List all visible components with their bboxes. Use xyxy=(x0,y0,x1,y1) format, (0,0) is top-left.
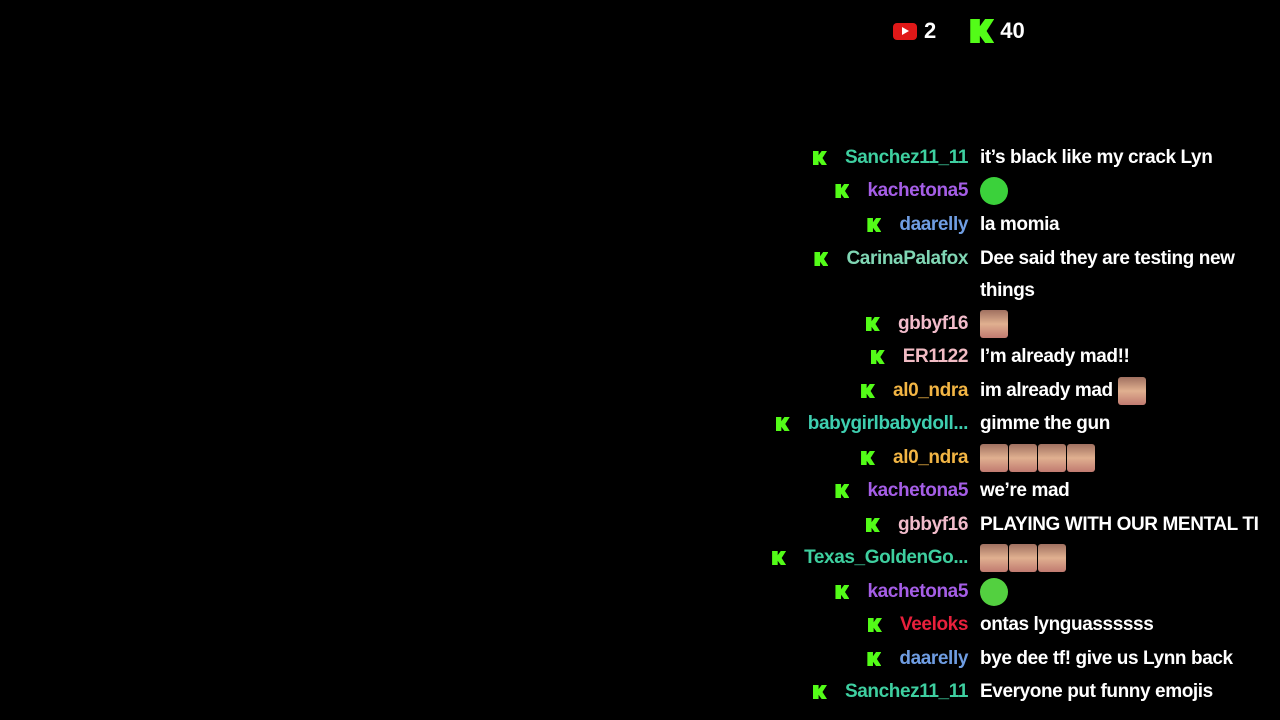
chat-text xyxy=(980,308,1270,340)
chat-text: it’s black like my crack Lyn xyxy=(980,142,1270,174)
message-text: we’re mad xyxy=(980,480,1070,501)
chat-message: gbbyf16 xyxy=(0,308,1280,340)
chat-text: ontas lynguassssss xyxy=(980,609,1270,641)
message-text: gimme the gun xyxy=(980,413,1110,434)
youtube-count: 2 xyxy=(924,18,937,43)
kick-badge-icon xyxy=(865,317,880,331)
chat-message: ER1122 I’m already mad!! xyxy=(0,341,1280,373)
chat-text: Everyone put funny emojis xyxy=(980,676,1270,708)
chat-username[interactable]: CarinaPalafox xyxy=(846,248,968,269)
chat-username[interactable]: kachetona5 xyxy=(867,581,968,602)
chat-username[interactable]: kachetona5 xyxy=(867,180,968,201)
chat-text: la momia xyxy=(980,209,1270,241)
viewer-counters: 2 40 xyxy=(893,18,1025,44)
kick-badge-icon xyxy=(870,350,885,364)
chat-text xyxy=(980,442,1270,474)
kick-icon xyxy=(970,19,995,43)
face-emote-icon xyxy=(1009,443,1037,472)
chat-message: kachetona5 xyxy=(0,175,1280,207)
kick-badge-icon xyxy=(861,384,876,398)
message-text: Everyone put funny emojis xyxy=(980,681,1213,702)
chat-username[interactable]: gbbyf16 xyxy=(897,514,968,535)
message-text: ontas lynguassssss xyxy=(980,614,1154,635)
kick-badge-icon xyxy=(814,252,829,266)
chat-text: im already mad xyxy=(980,375,1270,407)
chat-message: gbbyf16 PLAYING WITH OUR MENTAL TI xyxy=(0,509,1280,541)
kick-badge-icon xyxy=(812,151,827,165)
chat-message: kachetona5 we’re mad xyxy=(0,475,1280,507)
kick-badge-icon xyxy=(835,484,850,498)
face-emote-icon xyxy=(980,443,1008,472)
face-emote-icon xyxy=(1038,543,1066,572)
chat-message: babygirlbabydoll... gimme the gun xyxy=(0,408,1280,440)
chat-text: we’re mad xyxy=(980,475,1270,507)
chat-message: Sanchez11_11 Everyone put funny emojis xyxy=(0,676,1280,708)
message-text: la momia xyxy=(980,214,1060,235)
chat-message: CarinaPalafox Dee said they are testing n… xyxy=(0,243,1280,307)
message-text: im already mad xyxy=(980,380,1113,401)
crying-emote-icon xyxy=(980,176,1008,205)
kick-badge-icon xyxy=(775,417,790,431)
chat-text xyxy=(980,175,1270,207)
kick-badge-icon xyxy=(835,184,850,198)
face-emote-icon xyxy=(1038,443,1066,472)
kick-count: 40 xyxy=(1000,18,1025,43)
chat-username[interactable]: babygirlbabydoll... xyxy=(807,413,969,434)
chat-username[interactable]: Sanchez11_11 xyxy=(844,147,968,168)
youtube-icon xyxy=(893,22,917,40)
chat-username[interactable]: al0_ndra xyxy=(893,380,968,401)
face-emote-icon xyxy=(1117,376,1146,405)
chat-username[interactable]: gbbyf16 xyxy=(897,313,968,334)
chat-text: Dee said they are testing new things xyxy=(980,243,1270,307)
face-emote-icon xyxy=(1009,543,1037,572)
chat-text: PLAYING WITH OUR MENTAL TI xyxy=(980,509,1259,541)
kick-badge-icon xyxy=(867,218,882,232)
green-emote-icon xyxy=(980,577,1008,606)
chat-text xyxy=(980,542,1270,574)
chat-text: gimme the gun xyxy=(980,408,1270,440)
chat-text xyxy=(980,576,1270,608)
face-emote-icon xyxy=(980,543,1008,572)
chat-username[interactable]: al0_ndra xyxy=(893,447,968,468)
kick-badge-icon xyxy=(868,618,883,632)
kick-badge-icon xyxy=(772,551,787,565)
chat-username[interactable]: daarelly xyxy=(899,214,968,235)
chat-text: bye dee tf! give us Lynn back xyxy=(980,643,1270,675)
kick-badge-icon xyxy=(835,585,850,599)
chat-username[interactable]: Veeloks xyxy=(900,614,968,635)
kick-badge-icon xyxy=(861,451,876,465)
message-text: bye dee tf! give us Lynn back xyxy=(980,648,1233,669)
kick-badge-icon xyxy=(865,518,880,532)
message-text: Dee said they are testing new things xyxy=(980,248,1235,301)
chat-message: al0_ndra xyxy=(0,442,1280,474)
message-text: PLAYING WITH OUR MENTAL TI xyxy=(980,514,1259,535)
face-emote-icon xyxy=(1067,443,1095,472)
chat-username[interactable]: ER1122 xyxy=(902,346,969,367)
chat-message: Texas_GoldenGo... xyxy=(0,542,1280,574)
chat-username[interactable]: kachetona5 xyxy=(867,480,968,501)
chat-message: Sanchez11_11 it’s black like my crack Lyn xyxy=(0,142,1280,174)
chat-username[interactable]: daarelly xyxy=(899,648,968,669)
kick-badge-icon xyxy=(812,685,827,699)
chat-text: I’m already mad!! xyxy=(980,341,1270,373)
chat-message: al0_ndra im already mad xyxy=(0,375,1280,407)
chat-username[interactable]: Texas_GoldenGo... xyxy=(804,547,968,568)
message-text: it’s black like my crack Lyn xyxy=(980,147,1213,168)
kick-badge-icon xyxy=(867,652,882,666)
chat-username[interactable]: Sanchez11_11 xyxy=(844,681,968,702)
chat-message: kachetona5 xyxy=(0,576,1280,608)
chat-message: daarelly bye dee tf! give us Lynn back xyxy=(0,643,1280,675)
face-emote-icon xyxy=(980,309,1008,338)
message-text: I’m already mad!! xyxy=(980,346,1130,367)
chat-message: Veeloks ontas lynguassssss xyxy=(0,609,1280,641)
chat-message: daarelly la momia xyxy=(0,209,1280,241)
